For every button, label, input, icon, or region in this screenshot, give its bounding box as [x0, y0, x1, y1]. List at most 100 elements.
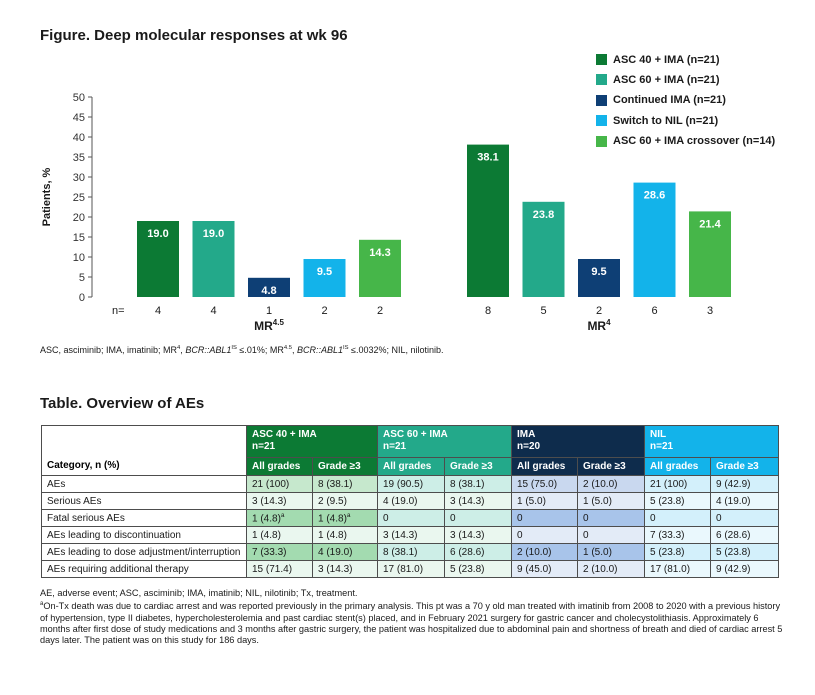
n-count-label: 2: [321, 305, 327, 317]
legend-label: ASC 60 + IMA crossover (n=14): [613, 135, 776, 148]
legend-label: Switch to NIL (n=21): [613, 114, 719, 127]
n-count-label: 5: [540, 305, 546, 317]
ae-overview-table: Category, n (%) ASC 40 + IMA n=21 ASC 60 +…: [41, 425, 780, 578]
legend-label: ASC 60 + IMA (n=21): [613, 73, 720, 86]
row-category: AEs: [41, 475, 247, 493]
table-cell: 9 (45.0): [511, 560, 578, 578]
n-count-label: 8: [485, 305, 491, 317]
table-row: Serious AEs 3 (14.3) 2 (9.5) 4 (19.0) 3 (14.…: [41, 492, 780, 510]
table-cell: 7 (33.3): [246, 543, 313, 561]
group-n: n=21: [383, 441, 407, 452]
row-category: Serious AEs: [41, 492, 247, 510]
table-cell: 1 (5.0): [576, 492, 646, 510]
table-cell: 15 (71.4): [246, 560, 313, 578]
group-name: IMA: [517, 429, 536, 440]
y-tick-label: 40: [73, 132, 85, 144]
table-cell: 19 (90.5): [377, 475, 445, 493]
table-cell: 0: [444, 509, 512, 527]
legend-swatch: [596, 94, 607, 106]
legend-label: ASC 40 + IMA (n=21): [613, 53, 720, 66]
subheader: Grade ≥3: [710, 457, 780, 476]
table-cell: 6 (28.6): [710, 526, 780, 544]
subheader: All grades: [511, 457, 578, 476]
table-title: Table. Overview of AEs: [40, 395, 205, 412]
y-tick-label: 50: [73, 92, 85, 104]
bar: [303, 259, 346, 297]
y-tick-label: 45: [73, 112, 85, 124]
y-tick-label: 30: [73, 172, 85, 184]
bar: [137, 221, 179, 297]
legend-item: ASC 60 + IMA crossover (n=14): [596, 132, 775, 151]
subheader: All grades: [377, 457, 445, 476]
table-cell: 1 (4.8)a: [246, 509, 313, 527]
footnote-a-text: On-Tx death was due to cardiac arrest an…: [40, 601, 783, 646]
bar: [359, 239, 401, 297]
table-cell: 8 (38.1): [377, 543, 445, 561]
group-name: ASC 60 + IMA: [383, 429, 448, 440]
table-cell: 21 (100): [246, 475, 313, 493]
y-tick-label: 5: [79, 272, 85, 284]
table-footnote: AE, adverse event; ASC, asciminib; IMA, …: [40, 588, 785, 647]
group-n: n=21: [252, 441, 276, 452]
y-tick-label: 25: [73, 192, 85, 204]
subheader: Grade ≥3: [576, 457, 646, 476]
table-cell: 3 (14.3): [444, 492, 512, 510]
table-cell: 1 (4.8): [312, 526, 378, 544]
table-cell: 3 (14.3): [444, 526, 512, 544]
group-label-superscript: 4: [606, 318, 611, 327]
subheader: Grade ≥3: [312, 457, 378, 476]
chart-legend: ASC 40 + IMA (n=21) ASC 60 + IMA (n=21) Co…: [596, 50, 775, 152]
abbreviations-footnote: AE, adverse event; ASC, asciminib; IMA, …: [40, 588, 358, 598]
legend-item: ASC 40 + IMA (n=21): [596, 50, 775, 69]
n-count-label: 6: [651, 305, 657, 317]
table-cell: 0: [511, 526, 578, 544]
table-cell: 0: [576, 509, 646, 527]
table-cell: 0: [576, 526, 646, 544]
footnote-ref: a: [280, 511, 285, 519]
group-name: ASC 40 + IMA: [252, 429, 317, 440]
group-name: NIL: [650, 429, 667, 440]
bar: [689, 211, 731, 297]
table-cell: 0: [511, 509, 578, 527]
bar-value-label: 19.0: [147, 228, 168, 240]
table-cell: 4 (19.0): [377, 492, 445, 510]
figure-footnote: ASC, asciminib; IMA, imatinib; MR4, BCR:…: [40, 345, 444, 355]
subheader: All grades: [246, 457, 313, 476]
table-cell: 3 (14.3): [312, 560, 378, 578]
footnote-a-mark: a: [40, 601, 44, 608]
legend-item: ASC 60 + IMA (n=21): [596, 70, 775, 89]
row-category: AEs leading to dose adjustment/interrupt…: [41, 543, 247, 561]
table-cell: 4 (19.0): [312, 543, 378, 561]
table-cell: 9 (42.9): [710, 560, 780, 578]
footnote-ref: a: [346, 511, 351, 519]
legend-label: Continued IMA (n=21): [613, 94, 726, 107]
table-cell: 1 (5.0): [576, 543, 646, 561]
n-count-label: 1: [266, 305, 272, 317]
legend-swatch: [596, 115, 607, 127]
row-category: AEs leading to discontinuation: [41, 526, 247, 544]
y-tick-label: 0: [79, 292, 85, 304]
table-cell: 6 (28.6): [444, 543, 512, 561]
n-count-label: 4: [210, 305, 216, 317]
n-count-label: 2: [596, 305, 602, 317]
table-cell: 17 (81.0): [377, 560, 445, 578]
y-tick-label: 20: [73, 212, 85, 224]
table-cell: 8 (38.1): [444, 475, 512, 493]
table-cell: 5 (23.8): [444, 560, 512, 578]
bar: [192, 221, 235, 297]
group-header-asc60: ASC 60 + IMA n=21: [377, 425, 512, 458]
group-label: MR4.5: [254, 318, 284, 333]
subheader: All grades: [644, 457, 712, 476]
n-count-label: 2: [377, 305, 383, 317]
table-row: AEs leading to discontinuation 1 (4.8) 1 (…: [41, 526, 780, 544]
bar: [248, 277, 290, 297]
table-cell: 2 (10.0): [576, 475, 646, 493]
table-row: AEs 21 (100) 8 (38.1) 19 (90.5) 8 (38.1) 15 (…: [41, 475, 780, 493]
bar-value-label: 23.8: [533, 209, 554, 221]
table-cell: 8 (38.1): [312, 475, 378, 493]
table-cell: 21 (100): [644, 475, 712, 493]
bar: [578, 259, 620, 297]
bar-value-label: 4.8: [261, 285, 276, 297]
table-cell: 1 (4.8): [246, 526, 313, 544]
